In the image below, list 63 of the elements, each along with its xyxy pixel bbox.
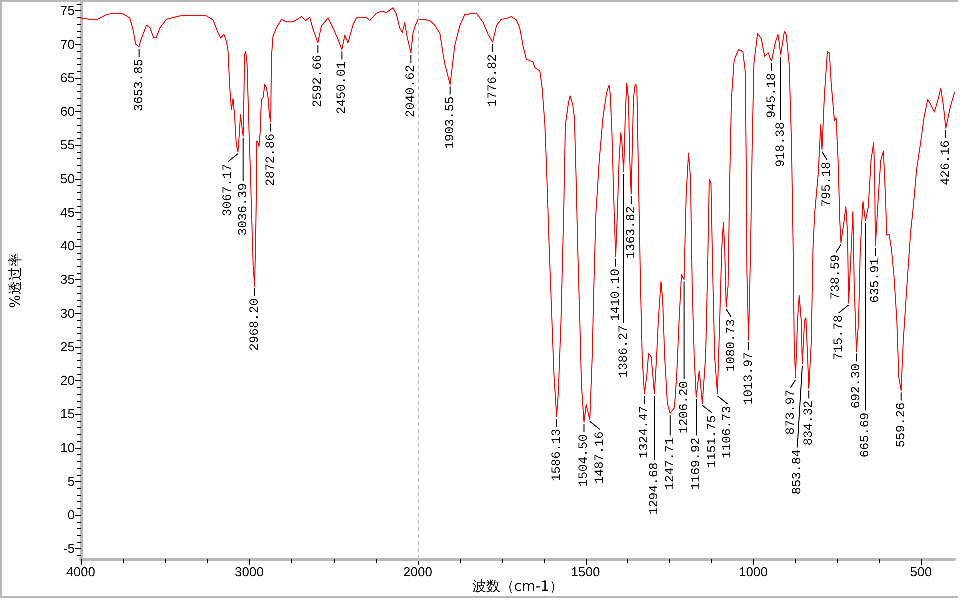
annotation: 1294.68 (648, 462, 662, 516)
annotation: 918.38 (774, 122, 788, 168)
y-tick-label: 15 (60, 406, 75, 422)
annotation: 1324.47 (638, 406, 652, 459)
x-tick-label: 1000 (739, 564, 768, 580)
annotation: 2592.66 (311, 55, 326, 108)
y-tick-label: -5 (63, 541, 75, 556)
annotation: 1386.27 (616, 325, 631, 378)
annotation: 873.97 (784, 390, 798, 435)
annotation: 1487.16 (593, 432, 608, 484)
y-tick-label: 10 (60, 440, 75, 456)
y-tick-label: 5 (68, 474, 75, 489)
y-tick-label: 75 (60, 3, 75, 18)
y-tick-label: 0 (68, 508, 75, 523)
annotation: 635.91 (868, 258, 883, 304)
y-tick-label: 45 (60, 204, 75, 220)
annotation: 1410.10 (608, 268, 623, 322)
y-tick-label: 20 (60, 373, 75, 388)
annotation: 692.30 (850, 364, 864, 409)
annotation: 665.69 (858, 412, 873, 458)
annotation: 853.84 (790, 450, 805, 495)
annotation: 738.59 (829, 254, 844, 300)
annotation: 834.32 (802, 400, 816, 446)
annotation: 559.26 (894, 402, 908, 448)
y-tick-label: 70 (60, 36, 75, 52)
annotation: 3036.39 (236, 183, 250, 236)
y-tick-label: 60 (60, 104, 75, 120)
y-tick-label: 50 (60, 171, 75, 186)
x-tick-label: 1500 (571, 564, 600, 580)
annotation: 1080.73 (724, 319, 738, 372)
annotation: 426.16 (939, 140, 954, 186)
annotation: 3067.17 (221, 164, 236, 216)
annotation: 715.78 (832, 315, 846, 360)
y-tick-label: 35 (60, 272, 75, 288)
y-tick-label: 25 (60, 339, 75, 354)
annotation: 1106.73 (720, 406, 735, 459)
y-tick-label: 40 (60, 238, 75, 254)
annotation: 2872.86 (264, 134, 278, 186)
y-tick-label: 65 (60, 70, 75, 86)
annotation: 2968.20 (248, 298, 262, 351)
annotation: 2040.62 (404, 65, 418, 118)
annotation: 1151.75 (706, 415, 720, 468)
annotation: 795.18 (820, 162, 834, 207)
y-tick-label: 30 (60, 306, 75, 321)
annotation: 1247.71 (663, 438, 678, 490)
annotation: 1586.13 (550, 428, 564, 482)
annotation: 1169.92 (689, 438, 704, 490)
x-tick-label: 4000 (66, 564, 96, 580)
annotation: 1776.82 (486, 54, 500, 107)
x-tick-label: 3000 (235, 564, 264, 580)
annotation: 2450.01 (335, 62, 350, 114)
annotation: 1903.55 (443, 96, 458, 150)
annotation: 1504.50 (577, 434, 592, 487)
x-tick-label: 500 (910, 564, 932, 580)
annotation: 1206.20 (677, 381, 692, 434)
y-tick-label: 55 (60, 138, 75, 153)
x-tick-label: 2000 (404, 564, 432, 580)
x-axis-title: 波数（cm-1） (472, 579, 564, 595)
y-axis-title: %透过率 (8, 253, 24, 308)
annotation: 3653.85 (132, 59, 146, 112)
annotation: 1363.82 (624, 206, 638, 259)
annotation: 945.18 (764, 73, 779, 118)
annotation: 1013.97 (742, 352, 756, 405)
